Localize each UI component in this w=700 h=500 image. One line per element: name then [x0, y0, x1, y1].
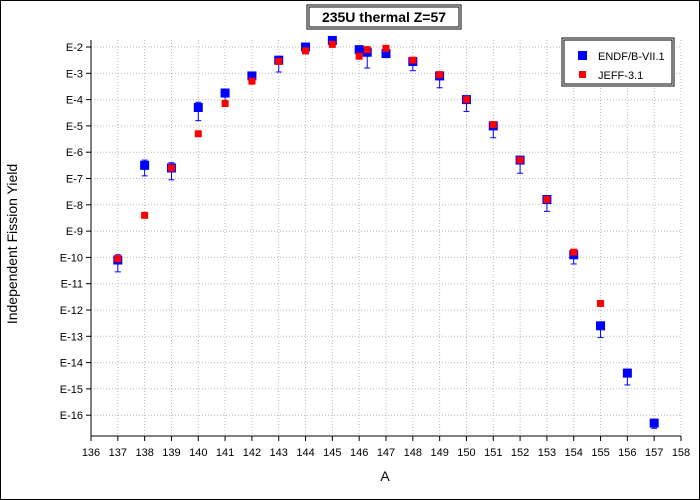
y-axis-title: Independent Fission Yield — [4, 164, 20, 324]
x-tick-label: 146 — [350, 447, 368, 459]
x-tick-label: 158 — [672, 447, 690, 459]
data-point-jeff — [597, 299, 605, 307]
x-tick-label: 139 — [162, 447, 180, 459]
data-point-jeff — [141, 211, 149, 219]
data-point-jeff — [221, 100, 229, 108]
data-point-jeff — [355, 52, 363, 60]
x-tick-label: 141 — [216, 447, 234, 459]
data-point-jeff — [328, 40, 336, 48]
data-point-endf — [193, 102, 203, 112]
y-tick-label: E-3 — [66, 68, 83, 80]
legend-swatch-jeff — [579, 71, 586, 78]
y-tick-label: E-7 — [66, 174, 83, 186]
data-point-endf — [220, 88, 230, 98]
data-point-endf — [649, 418, 659, 428]
data-point-jeff — [114, 255, 122, 263]
x-tick-label: 136 — [82, 447, 100, 459]
y-tick-label: E-6 — [66, 147, 83, 159]
data-point-endf — [622, 368, 632, 378]
data-point-jeff — [489, 121, 497, 129]
data-point-endf — [596, 321, 606, 331]
data-point-jeff — [570, 248, 578, 256]
title-box: 235U thermal Z=57 — [306, 4, 462, 30]
y-tick-label: E-2 — [66, 42, 83, 54]
data-point-jeff — [194, 130, 202, 138]
y-tick-label: E-5 — [66, 121, 83, 133]
x-tick-label: 157 — [645, 447, 663, 459]
data-point-jeff — [248, 77, 256, 85]
x-tick-label: 155 — [591, 447, 609, 459]
x-tick-label: 151 — [484, 447, 502, 459]
legend-label-endf: ENDF/B-VII.1 — [598, 51, 665, 63]
data-point-endf — [354, 45, 364, 55]
x-tick-label: 150 — [457, 447, 475, 459]
x-axis-title: A — [380, 468, 390, 484]
points-layer — [113, 35, 659, 429]
legend: ENDF/B-VII.1 JEFF-3.1 — [561, 37, 675, 87]
data-point-jeff — [543, 196, 551, 204]
data-point-jeff — [436, 71, 444, 79]
data-point-jeff — [382, 44, 390, 52]
data-point-jeff — [167, 164, 175, 172]
y-tick-label: E-11 — [61, 279, 83, 291]
y-tick-label: E-15 — [60, 384, 83, 396]
x-tick-label: 145 — [323, 447, 341, 459]
legend-label-jeff: JEFF-3.1 — [598, 70, 643, 82]
x-tick-label: 156 — [618, 447, 636, 459]
x-tick-label: 142 — [243, 447, 261, 459]
x-tick-label: 144 — [296, 447, 314, 459]
data-point-jeff — [363, 46, 371, 54]
y-tick-label: E-14 — [60, 358, 83, 370]
y-tick-label: E-10 — [60, 252, 83, 264]
axes-layer: 136 137 138 139 140 141 142 143 144 145 146 147 148 1… — [60, 40, 690, 459]
data-point-endf — [327, 35, 337, 45]
x-tick-label: 153 — [538, 447, 556, 459]
chart-title: 235U thermal Z=57 — [322, 9, 446, 25]
x-tick-label: 140 — [189, 447, 207, 459]
y-tick-label: E-4 — [66, 95, 83, 107]
grid-layer — [90, 40, 682, 436]
data-point-endf — [247, 71, 257, 81]
x-tick-label: 152 — [511, 447, 529, 459]
y-tick-label: E-13 — [60, 331, 83, 343]
x-tick-label: 138 — [135, 447, 153, 459]
legend-swatch-endf — [578, 51, 587, 60]
y-tick-label: E-8 — [66, 200, 83, 212]
data-point-endf — [381, 49, 391, 59]
x-tick-label: 147 — [377, 447, 395, 459]
x-tick-label: 154 — [565, 447, 583, 459]
data-point-endf — [301, 42, 311, 52]
data-point-jeff — [409, 56, 417, 64]
data-point-jeff — [302, 47, 310, 55]
x-tick-label: 149 — [430, 447, 448, 459]
y-tick-label: E-9 — [66, 226, 83, 238]
data-point-jeff — [275, 57, 283, 65]
data-point-jeff — [516, 156, 524, 164]
data-point-endf — [140, 160, 150, 170]
x-tick-label: 137 — [109, 447, 127, 459]
y-tick-label: E-12 — [60, 305, 83, 317]
y-tick-label: E-16 — [60, 410, 83, 422]
data-point-jeff — [462, 96, 470, 104]
x-tick-label: 148 — [404, 447, 422, 459]
x-tick-label: 143 — [270, 447, 288, 459]
